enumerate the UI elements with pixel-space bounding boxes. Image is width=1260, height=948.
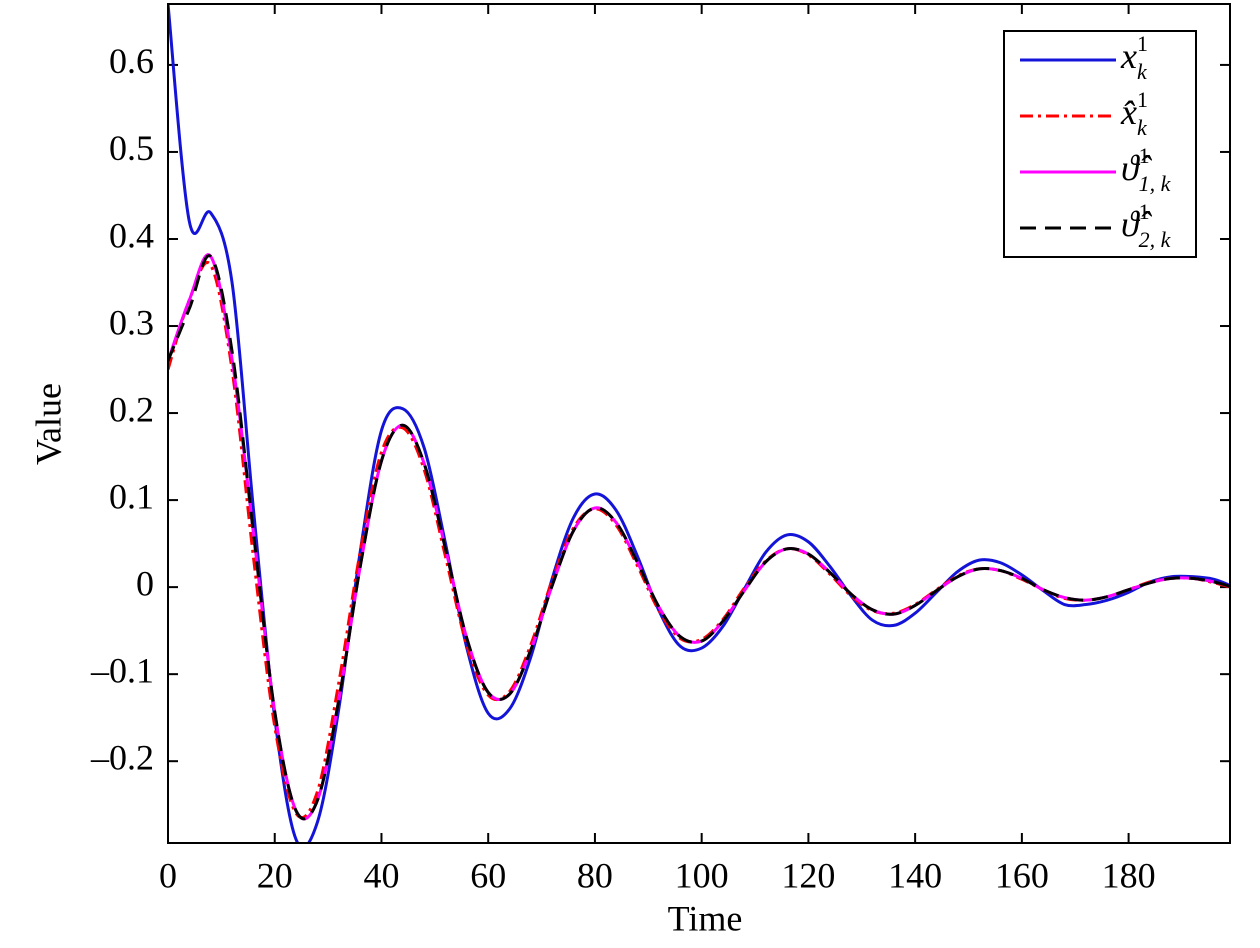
y-tick-label: 0 — [136, 563, 154, 603]
x-tick-label: 80 — [577, 855, 613, 895]
series-line — [168, 261, 1230, 820]
legend-box — [1003, 30, 1197, 258]
legend-label: x1 k — [1120, 31, 1148, 84]
legend-sup: 1 — [1139, 143, 1150, 168]
x-tick-label: 100 — [675, 855, 729, 895]
legend-sub: 1, k — [1139, 171, 1172, 196]
legend-name: x̂ — [1120, 92, 1137, 132]
legend-sub: 2, k — [1139, 227, 1172, 252]
x-tick-label: 160 — [995, 855, 1049, 895]
x-tick-label: 60 — [470, 855, 506, 895]
y-tick-label: 0.2 — [109, 389, 154, 429]
y-axis-label: Value — [28, 383, 68, 465]
series-line — [168, 254, 1230, 821]
x-tick-label: 0 — [159, 855, 177, 895]
y-tick-label: 0.4 — [109, 215, 154, 255]
x-tick-label: 180 — [1102, 855, 1156, 895]
x-tick-label: 40 — [363, 855, 399, 895]
legend-name: x — [1120, 36, 1137, 76]
x-tick-label: 140 — [888, 855, 942, 895]
y-tick-label: –0.1 — [90, 650, 154, 690]
x-tick-label: 120 — [781, 855, 835, 895]
plot-frame — [167, 3, 1231, 844]
legend-sup: 1 — [1139, 199, 1150, 224]
y-tick-label: 0.1 — [109, 476, 154, 516]
legend-label: x̂1 k — [1120, 87, 1148, 140]
x-axis-label: Time — [668, 898, 743, 938]
y-tick-label: 0.6 — [109, 41, 154, 81]
y-tick-label: 0.3 — [109, 302, 154, 342]
y-tick-label: –0.2 — [90, 737, 154, 777]
legend-sup: 1 — [1137, 87, 1148, 112]
legend-sub: k — [1137, 59, 1148, 84]
legend-sup: 1 — [1137, 31, 1148, 56]
legend-sub: k — [1137, 115, 1148, 140]
series-line — [168, 253, 1230, 821]
y-tick-label: 0.5 — [109, 128, 154, 168]
x-tick-label: 20 — [257, 855, 293, 895]
